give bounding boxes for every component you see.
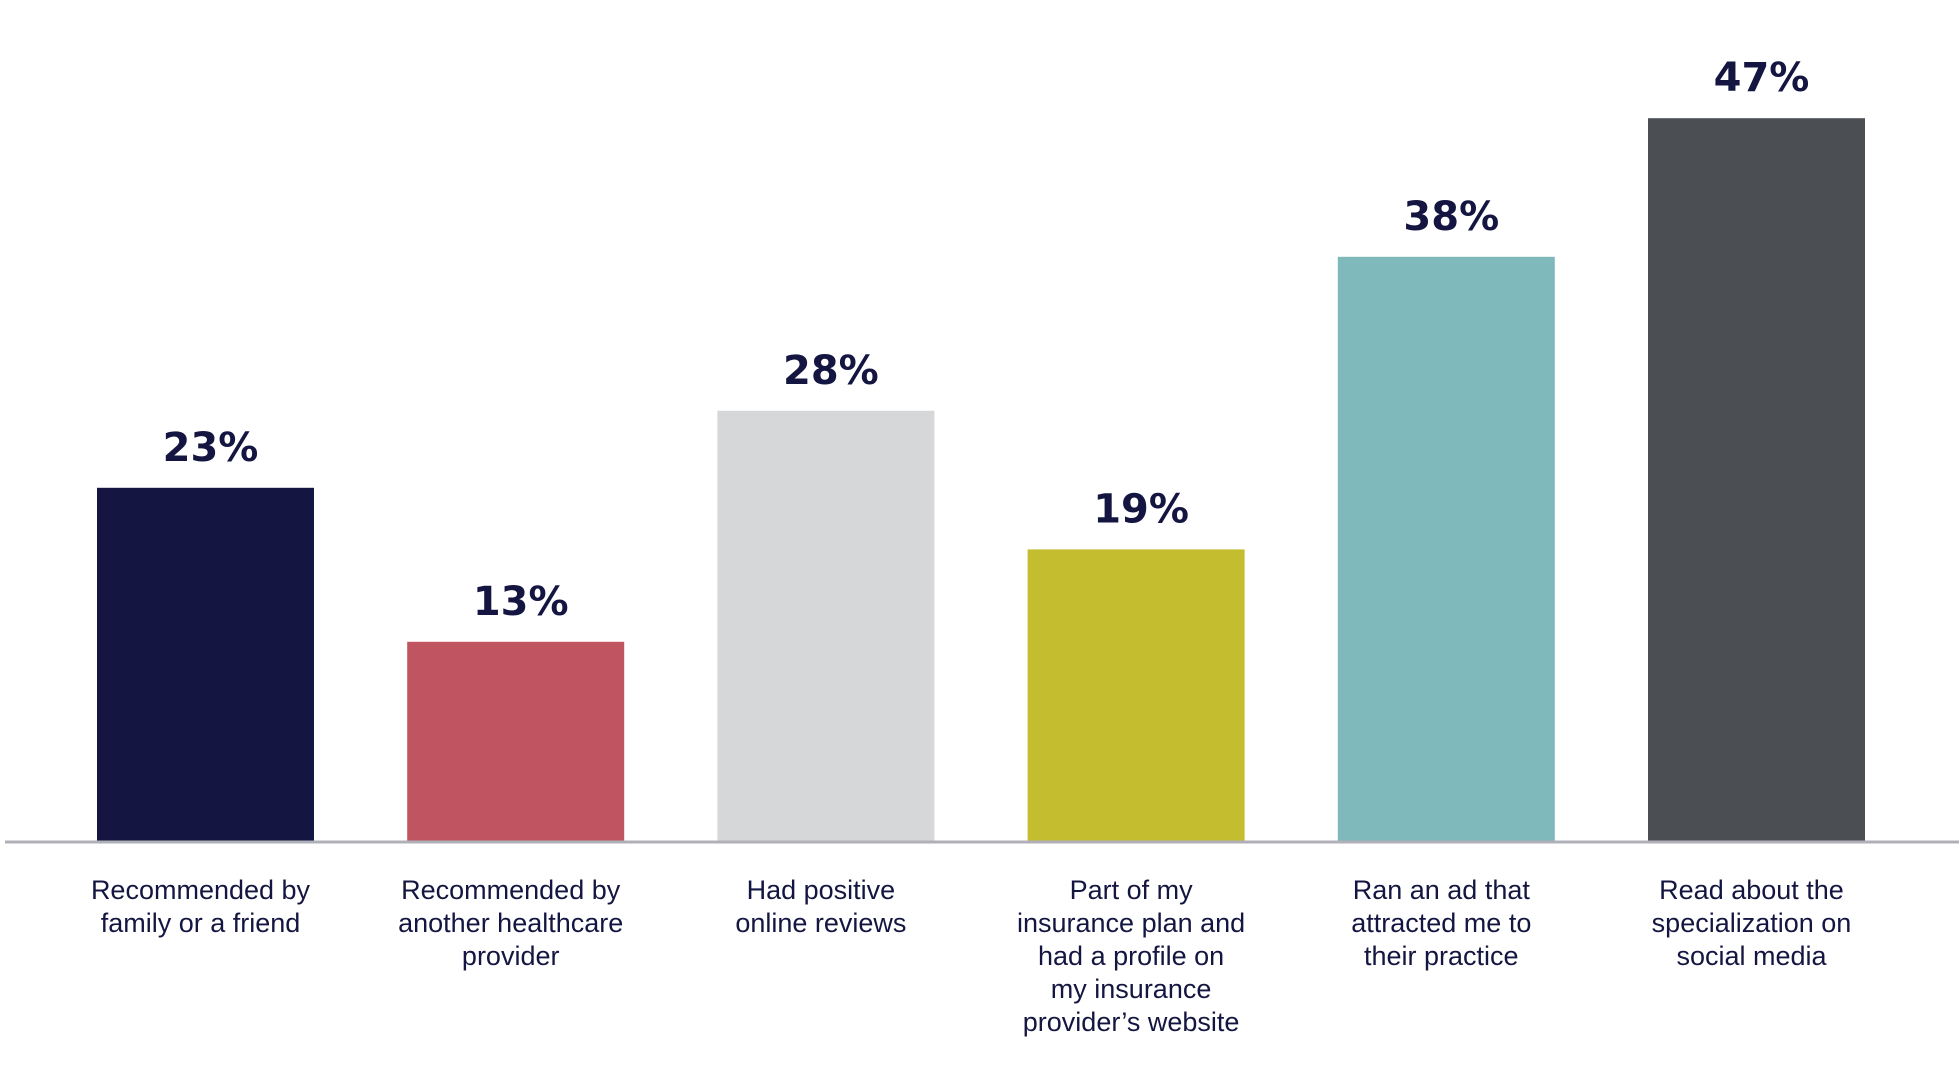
bars-group (97, 118, 1865, 842)
category-label-2-line-2: another healthcare (398, 908, 623, 938)
category-label-4-line-3: had a profile on (1038, 941, 1224, 971)
bar-4 (1027, 549, 1245, 842)
bar-5 (1337, 256, 1555, 842)
category-label-4-line-2: insurance plan and (1017, 908, 1245, 938)
category-label-5: Ran an ad that attracted me to their pract… (1351, 875, 1531, 971)
category-label-6: Read about the specialization on social me… (1652, 875, 1852, 971)
category-label-4: Part of my insurance plan and had a profil… (1017, 875, 1245, 1037)
bar-3 (717, 410, 935, 842)
category-label-6-line-3: social media (1676, 941, 1827, 971)
category-label-1-line-1: Recommended by (91, 875, 311, 905)
category-label-1: Recommended by family or a friend (91, 875, 311, 938)
category-label-5-line-3: their practice (1364, 941, 1519, 971)
value-label-6: 47% (1714, 55, 1810, 101)
value-label-4: 19% (1093, 486, 1189, 532)
category-label-6-line-1: Read about the (1659, 875, 1844, 905)
category-labels-group: Recommended by family or a friendRecommen… (91, 875, 1851, 1037)
value-label-5: 38% (1403, 194, 1499, 240)
category-label-1-line-2: family or a friend (101, 908, 301, 938)
bar-2 (407, 641, 625, 842)
value-label-1: 23% (163, 425, 259, 471)
value-label-2: 13% (473, 579, 569, 625)
category-label-4-line-5: provider’s website (1023, 1007, 1240, 1037)
value-label-3: 28% (783, 348, 879, 394)
category-label-2-line-1: Recommended by (401, 875, 621, 905)
category-label-5-line-2: attracted me to (1351, 908, 1531, 938)
value-labels-group: 23% 13% 28% 19% 38% 47% (163, 55, 1810, 625)
category-label-5-line-1: Ran an ad that (1353, 875, 1531, 905)
category-label-3-line-2: online reviews (735, 908, 906, 938)
category-label-3-line-1: Had positive (747, 875, 896, 905)
category-label-2-line-3: provider (462, 941, 560, 971)
category-label-4-line-4: my insurance (1051, 974, 1212, 1004)
bar-1 (97, 487, 314, 842)
bar-6 (1648, 118, 1865, 842)
category-label-6-line-2: specialization on (1652, 908, 1852, 938)
category-label-4-line-1: Part of my (1070, 875, 1194, 905)
category-label-3: Had positive online reviews (735, 875, 906, 938)
category-label-2: Recommended by another healthcare provider (398, 875, 623, 971)
